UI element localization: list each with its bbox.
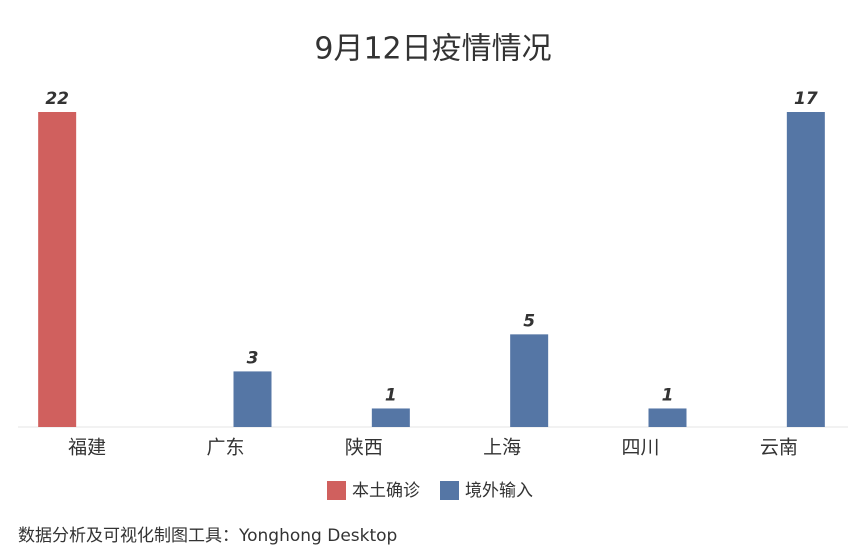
value-label: 3 — [247, 348, 259, 368]
x-tick-label: 云南 — [760, 437, 798, 459]
value-label: 22 — [45, 89, 69, 109]
bar — [648, 408, 687, 427]
x-tick-label: 上海 — [483, 437, 521, 459]
bar — [371, 408, 410, 427]
legend-label: 本土确诊 — [352, 481, 420, 501]
legend-label: 境外输入 — [465, 481, 533, 501]
bar — [510, 334, 549, 427]
bar — [786, 112, 825, 427]
value-label: 17 — [794, 89, 818, 109]
bar — [38, 112, 77, 427]
legend-swatch — [327, 481, 346, 500]
value-label: 1 — [385, 385, 397, 405]
x-tick-label: 福建 — [68, 437, 106, 459]
x-tick-label: 陕西 — [345, 437, 383, 459]
value-label: 5 — [523, 311, 535, 331]
x-tick-label: 四川 — [621, 437, 659, 459]
value-label: 1 — [662, 385, 674, 405]
chart-title: 9月12日疫情情况 — [314, 32, 551, 67]
x-tick-label: 广东 — [206, 437, 244, 459]
legend-swatch — [440, 481, 459, 500]
bar — [233, 371, 272, 427]
source-note: 数据分析及可视化制图工具：Yonghong Desktop — [18, 526, 397, 546]
